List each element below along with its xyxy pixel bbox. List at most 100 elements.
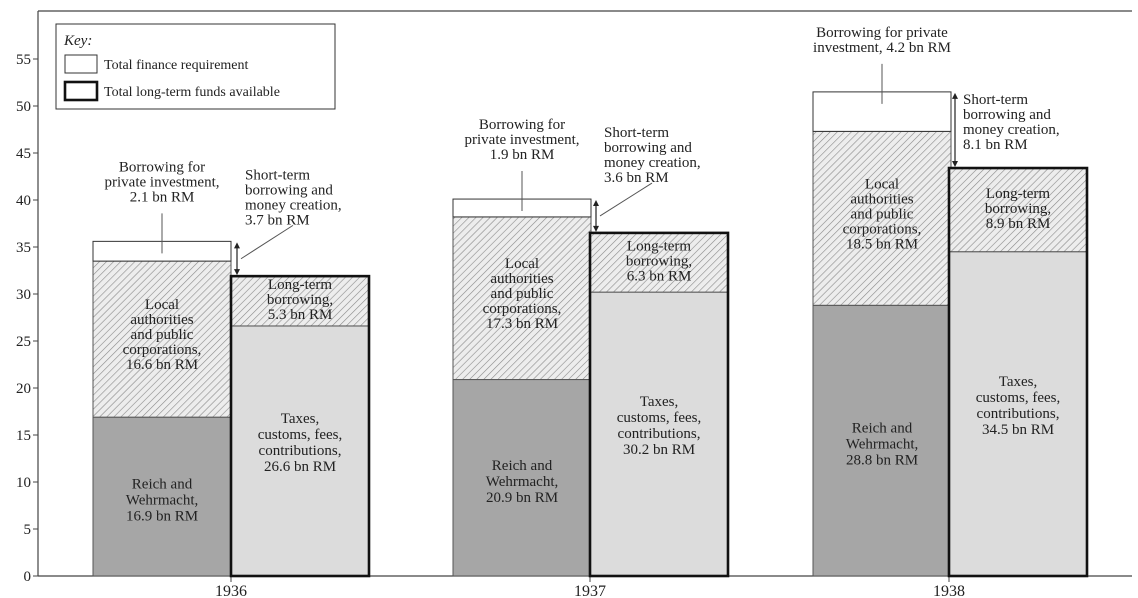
label-reich-wehrmacht-line: 28.8 bn RM (846, 453, 918, 469)
y-tick-label: 10 (16, 475, 31, 491)
label-local-authorities-line: and public (131, 327, 194, 343)
label-taxes-line: customs, fees, (617, 410, 702, 426)
label-private-investment-line: Borrowing for (479, 117, 565, 133)
label-local-authorities-line: authorities (490, 271, 553, 287)
label-reich-wehrmacht: Reich and Wehrmacht, 20.9 bn RM (486, 458, 559, 506)
label-local-authorities: Local authorities and public corporations, 1… (843, 176, 922, 252)
label-local-authorities-line: and public (491, 286, 554, 302)
label-local-authorities: Local authorities and public corporations, 1… (123, 297, 202, 373)
label-local-authorities-line: Local (505, 256, 539, 272)
label-private-investment-line: Borrowing for (119, 159, 205, 175)
bar-taxes (948, 251, 1088, 577)
label-local-authorities-line: authorities (850, 191, 913, 207)
label-local-authorities-line: 18.5 bn RM (846, 236, 918, 252)
legend-label-thin: Total finance requirement (104, 58, 249, 73)
bar-taxes (230, 325, 370, 577)
bar-long-term-borrowing (589, 232, 729, 293)
label-taxes-line: Taxes, (640, 394, 679, 410)
bar-reich-wehrmacht (812, 304, 952, 577)
y-tick-label: 55 (16, 52, 31, 68)
label-short-term-line: 8.1 bn RM (963, 137, 1028, 153)
label-local-authorities-line: and public (851, 206, 914, 222)
label-long-term-borrowing-line: 8.9 bn RM (986, 216, 1051, 232)
bar-reich-wehrmacht (452, 379, 592, 577)
label-short-term-line: borrowing and (245, 182, 333, 198)
x-tick-label: 1937 (574, 583, 606, 598)
y-tick-label: 40 (16, 193, 31, 209)
y-tick-label: 25 (16, 334, 31, 350)
label-taxes-line: 26.6 bn RM (264, 459, 336, 475)
label-private-investment-line: Borrowing for private (816, 25, 948, 41)
legend-title: Key: (63, 33, 92, 49)
label-short-term: Short-term borrowing and money creation, 8.… (963, 92, 1060, 153)
label-taxes-line: 34.5 bn RM (982, 422, 1054, 438)
label-local-authorities-line: corporations, (843, 221, 922, 237)
label-reich-wehrmacht-line: Wehrmacht, (846, 437, 919, 453)
legend: Key: Total finance requirement Total lon… (55, 23, 336, 110)
label-short-term-line: money creation, (245, 197, 342, 213)
gap-arrow-head-down (952, 161, 958, 168)
gap-arrow-head-down (234, 269, 240, 276)
label-taxes-line: customs, fees, (258, 427, 343, 443)
label-long-term-borrowing-line: 5.3 bn RM (268, 307, 333, 323)
label-long-term-borrowing: Long-term borrowing, 8.9 bn RM (985, 186, 1051, 232)
x-tick-label: 1936 (215, 583, 247, 598)
label-private-investment-line: 2.1 bn RM (130, 189, 195, 205)
label-reich-wehrmacht-line: Reich and (852, 421, 913, 437)
leader-short-term (599, 182, 653, 217)
leader-short-term (240, 224, 294, 260)
label-reich-wehrmacht: Reich and Wehrmacht, 28.8 bn RM (846, 421, 919, 469)
y-tick-label: 45 (16, 146, 31, 162)
label-taxes-line: Taxes, (999, 374, 1038, 390)
bar-funds-outline (588, 231, 730, 578)
label-long-term-borrowing-line: Long-term (268, 277, 332, 293)
y-axis: 0 5 10 15 20 25 30 35 40 45 50 55 (16, 11, 39, 585)
y-tick-label: 0 (24, 569, 32, 585)
label-short-term-line: money creation, (604, 155, 701, 171)
label-reich-wehrmacht-line: Reich and (132, 477, 193, 493)
label-short-term-line: money creation, (963, 122, 1060, 138)
label-taxes-line: contributions, (977, 406, 1060, 422)
bar-taxes (589, 291, 729, 577)
label-local-authorities-line: corporations, (123, 342, 202, 358)
label-local-authorities-line: corporations, (483, 301, 562, 317)
label-short-term-line: borrowing and (604, 140, 692, 156)
label-local-authorities-line: 17.3 bn RM (486, 316, 558, 332)
label-private-investment: Borrowing for private investment, 1.9 bn R… (465, 117, 580, 163)
label-taxes-line: contributions, (618, 426, 701, 442)
label-long-term-borrowing: Long-term borrowing, 6.3 bn RM (626, 239, 692, 285)
label-short-term: Short-term borrowing and money creation, 3.… (245, 167, 342, 228)
label-short-term-line: 3.6 bn RM (604, 170, 669, 186)
label-private-investment-line: 1.9 bn RM (490, 147, 555, 163)
label-taxes-line: Taxes, (281, 411, 320, 427)
label-local-authorities-line: Local (865, 176, 899, 192)
label-taxes: Taxes, customs, fees, contributions, 30.2 b… (617, 394, 702, 458)
label-reich-wehrmacht-line: Wehrmacht, (486, 474, 559, 490)
label-long-term-borrowing: Long-term borrowing, 5.3 bn RM (267, 277, 333, 323)
gap-arrow-head-up (952, 92, 958, 99)
label-short-term: Short-term borrowing and money creation, 3.… (604, 125, 701, 186)
bar-funds-outline (229, 274, 371, 578)
label-long-term-borrowing-line: borrowing, (985, 201, 1051, 217)
label-reich-wehrmacht-line: 16.9 bn RM (126, 509, 198, 525)
label-taxes-line: customs, fees, (976, 390, 1061, 406)
y-tick-label: 20 (16, 381, 31, 397)
x-axis: 1936 1937 1938 (38, 575, 1132, 598)
label-reich-wehrmacht-line: Reich and (492, 458, 553, 474)
label-taxes: Taxes, customs, fees, contributions, 26.6 b… (258, 411, 343, 475)
bar-local-authorities (812, 130, 952, 306)
label-short-term-line: Short-term (963, 92, 1028, 108)
y-tick-label: 5 (24, 522, 32, 538)
legend-swatch-thin (64, 54, 98, 74)
gap-arrow-head-up (593, 200, 599, 207)
label-long-term-borrowing-line: 6.3 bn RM (627, 269, 692, 285)
y-tick-label: 50 (16, 99, 31, 115)
label-short-term-line: Short-term (245, 167, 310, 183)
label-long-term-borrowing-line: Long-term (627, 239, 691, 255)
bars (92, 91, 1089, 578)
label-local-authorities-line: Local (145, 297, 179, 313)
bar-local-authorities (452, 216, 592, 381)
label-long-term-borrowing-line: borrowing, (267, 292, 333, 308)
